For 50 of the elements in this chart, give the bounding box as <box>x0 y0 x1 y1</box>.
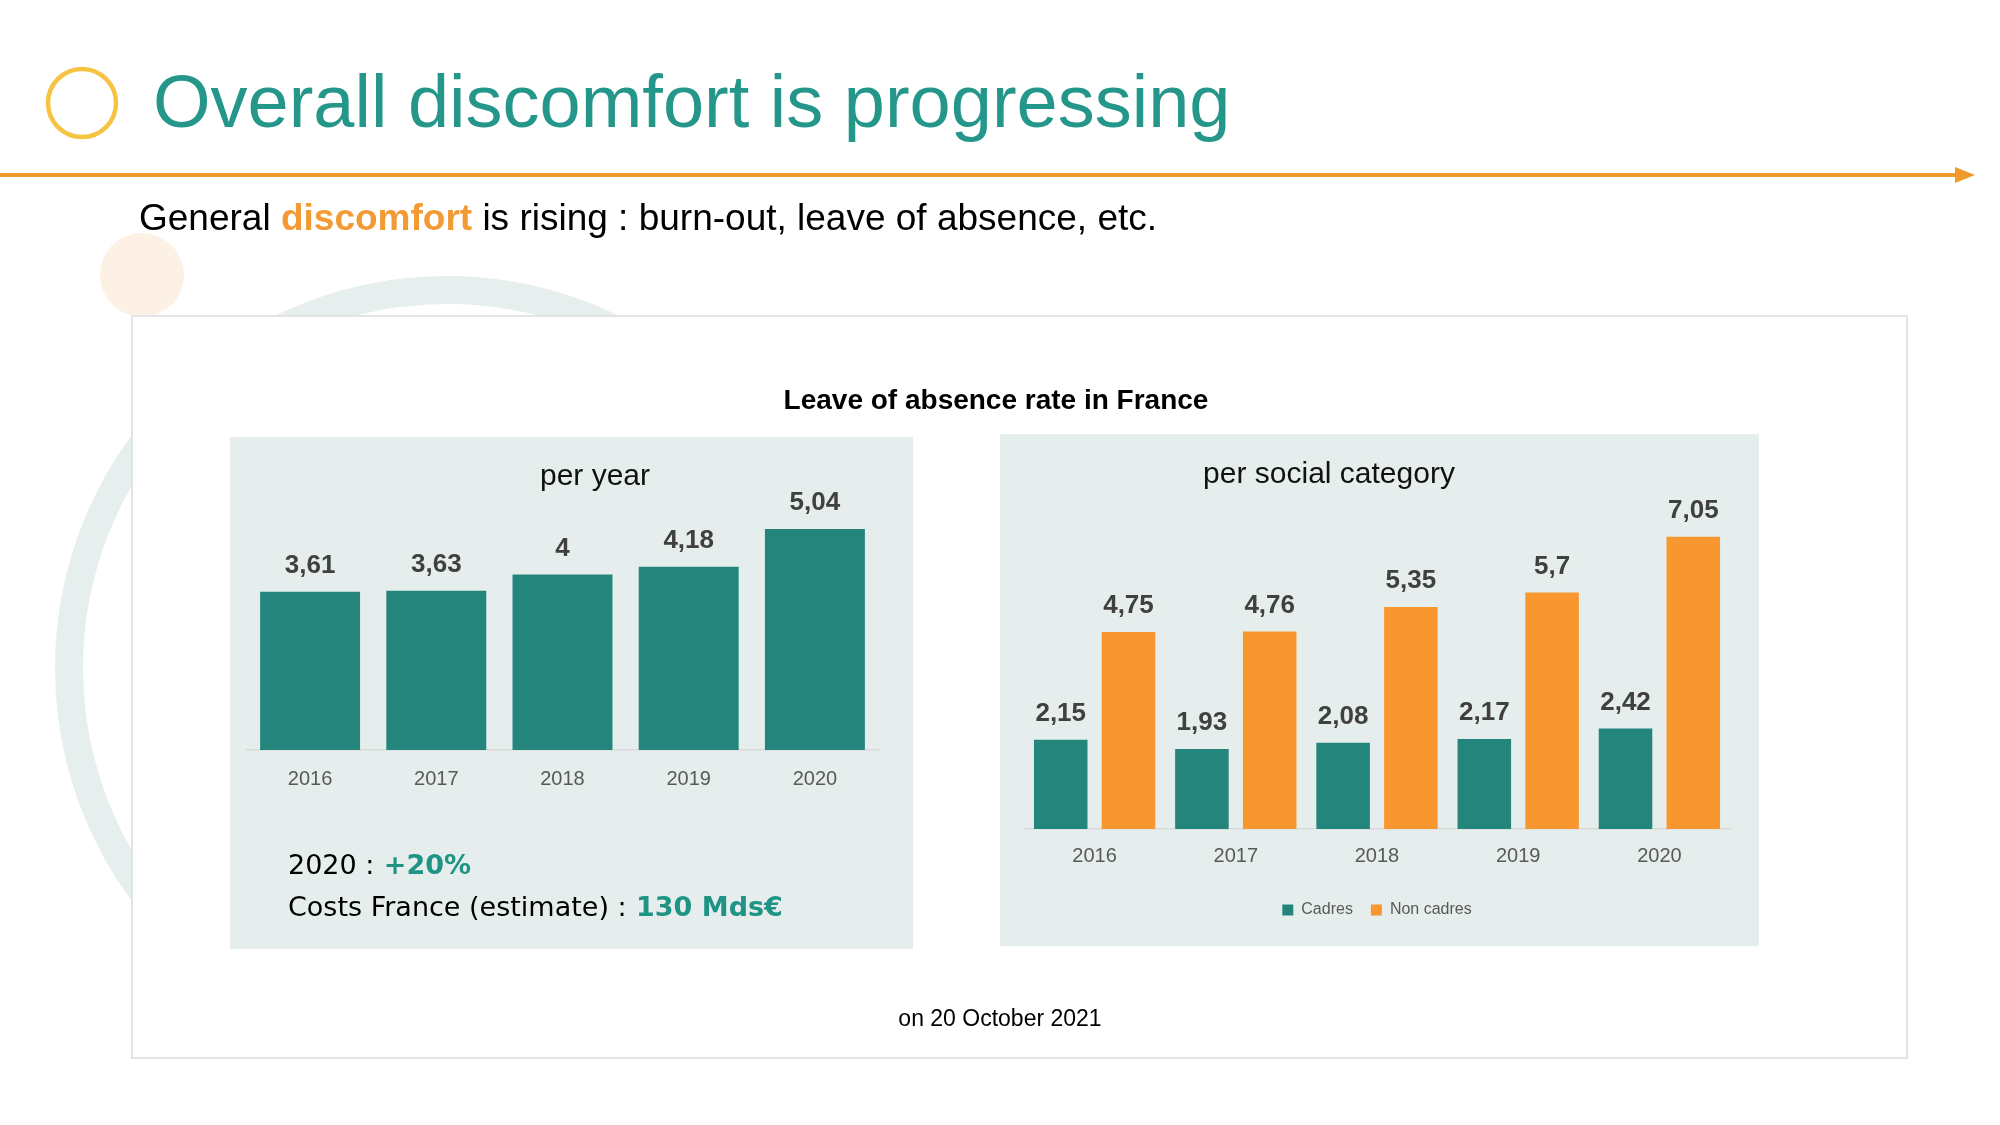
data-label: 3,61 <box>284 548 336 579</box>
x-tick-label: 2020 <box>1637 844 1682 867</box>
x-tick-label: 2018 <box>1354 844 1400 867</box>
data-label: 3,63 <box>411 548 462 578</box>
bar <box>386 590 487 750</box>
data-label: 5,04 <box>789 486 841 517</box>
bar <box>1525 592 1579 829</box>
bar <box>1242 631 1297 829</box>
legend-label: Cadres <box>1301 900 1353 918</box>
bar <box>260 591 361 750</box>
data-label: 5,35 <box>1385 564 1437 595</box>
chart-title: per social category <box>1203 455 1455 489</box>
data-label: 2,17 <box>1459 696 1510 727</box>
text: 2020 : +20% <box>288 848 472 880</box>
legend-label: Non cadres <box>1389 900 1472 918</box>
data-label: 1,93 <box>1176 706 1228 737</box>
text: Overall discomfort is progressing <box>153 60 1231 144</box>
bar <box>1666 536 1721 829</box>
bar <box>1598 728 1653 829</box>
bar <box>1316 742 1370 829</box>
chart-title: per year <box>539 457 651 491</box>
x-tick-label: 2018 <box>540 766 585 789</box>
x-tick-label: 2019 <box>1495 844 1541 867</box>
data-label: 2,42 <box>1600 685 1651 716</box>
data-label: 7,05 <box>1667 493 1719 524</box>
text: General discomfort is rising : burn-out, leave of absence, etc. <box>139 196 1158 238</box>
x-tick-label: 2019 <box>666 766 711 789</box>
bar <box>512 574 613 750</box>
x-tick-label: 2016 <box>287 766 333 789</box>
data-label: 4,76 <box>1244 588 1295 619</box>
bar <box>1033 739 1088 829</box>
data-label: 5,7 <box>1534 549 1571 580</box>
text: on 20 October 2021 <box>898 1005 1102 1032</box>
x-tick-label: 2020 <box>792 766 838 789</box>
bar <box>638 566 739 750</box>
x-tick-label: 2016 <box>1072 844 1117 867</box>
data-label: 4,18 <box>663 523 714 554</box>
data-label: 2,15 <box>1035 696 1087 727</box>
bar <box>1457 738 1512 829</box>
text: Leave of absence rate in France <box>783 383 1209 416</box>
data-label: 4 <box>555 531 571 562</box>
text: Costs France (estimate) : 130 Mds€ <box>288 890 783 922</box>
bar <box>1101 631 1156 829</box>
bar <box>1175 748 1229 829</box>
x-tick-label: 2017 <box>414 766 459 789</box>
x-tick-label: 2017 <box>1213 844 1259 867</box>
bar <box>1384 607 1438 829</box>
data-label: 4,75 <box>1103 589 1154 620</box>
data-label: 2,08 <box>1317 699 1369 730</box>
bar <box>764 529 865 750</box>
